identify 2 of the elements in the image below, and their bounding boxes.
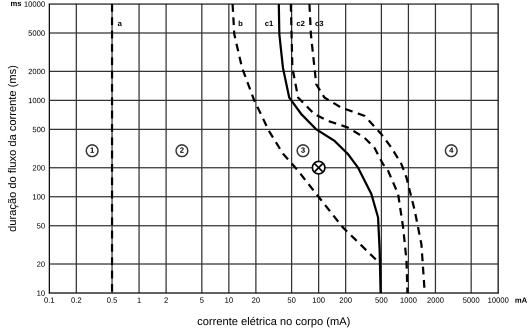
y-axis-title: duração do fluxo da corrente (ms): [8, 66, 18, 232]
x-axis-title: corrente elétrica no corpo (mA): [198, 316, 350, 328]
